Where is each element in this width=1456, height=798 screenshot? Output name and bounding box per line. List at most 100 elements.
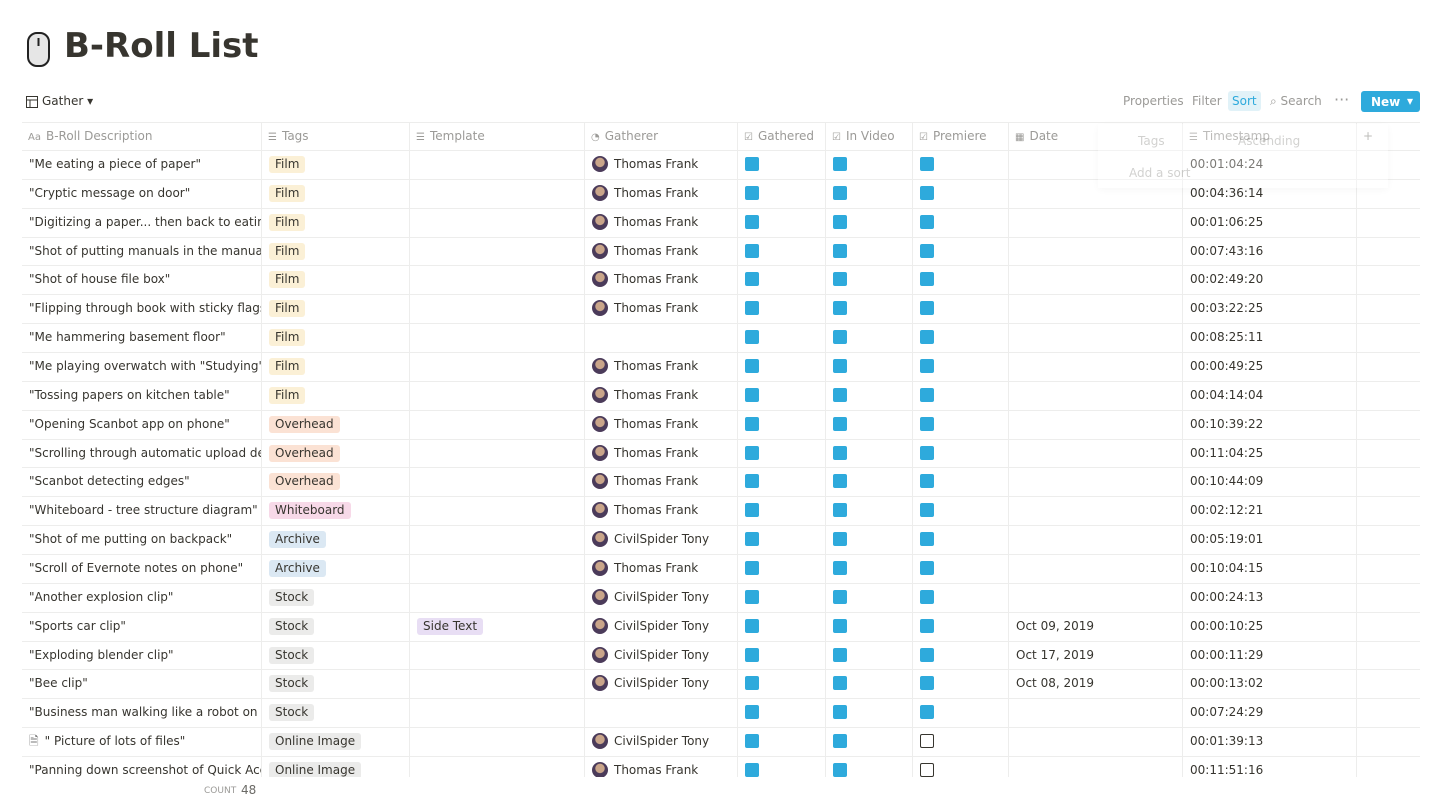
tags-cell: Stock <box>262 669 410 699</box>
row-line <box>22 323 1420 325</box>
timestamp: 00:11:04:25 <box>1190 445 1264 460</box>
checkbox <box>745 647 759 662</box>
template-cell <box>410 669 585 699</box>
tags-cell: Archive <box>262 525 410 555</box>
checkbox-cell <box>913 380 1009 410</box>
description: "Panning down screenshot of Quick Acces <box>29 763 262 777</box>
checkbox-cell <box>826 236 913 266</box>
sort-property[interactable]: Tags <box>1138 134 1165 148</box>
tags-cell: Overhead <box>262 467 410 497</box>
tags-cell: Film <box>262 265 410 295</box>
description-cell: "Exploding blender clip" <box>22 640 262 670</box>
page-title: B-Roll List <box>64 26 259 66</box>
checkbox-cell <box>738 150 826 179</box>
checkbox <box>920 387 934 402</box>
template-cell <box>410 150 585 179</box>
template-tag: Side Text <box>417 617 484 635</box>
checkbox-cell <box>826 496 913 526</box>
timestamp: 00:02:49:20 <box>1190 272 1264 287</box>
description: "Flipping through book with sticky flags… <box>29 301 262 316</box>
tag: Online Image <box>269 733 362 751</box>
timestamp-cell: 00:01:39:13 <box>1183 727 1357 757</box>
date-cell <box>1009 438 1183 468</box>
checkbox-cell <box>738 554 826 584</box>
checkbox-cell <box>826 178 913 208</box>
new-dropdown[interactable]: ▾ <box>1407 94 1414 108</box>
tag: Archive <box>269 531 326 549</box>
checkbox <box>745 301 759 316</box>
description-cell: 🗎 " Picture of lots of files" <box>22 727 262 757</box>
checkbox <box>745 763 759 777</box>
checkbox <box>833 734 847 749</box>
description-cell: "Opening Scanbot app on phone" <box>22 409 262 439</box>
date-cell <box>1009 380 1183 410</box>
tags-cell: Film <box>262 207 410 237</box>
checkbox <box>745 618 759 633</box>
date-cell <box>1009 265 1183 295</box>
description: "Opening Scanbot app on phone" <box>29 416 230 431</box>
checkbox <box>920 474 934 489</box>
gatherer-cell: Thomas Frank <box>585 467 738 497</box>
gatherer: Thomas Frank <box>614 359 699 374</box>
checkbox <box>745 185 759 200</box>
sort-button[interactable]: Sort <box>1228 91 1261 111</box>
row-line <box>22 611 1420 613</box>
description-cell: "Flipping through book with sticky flags… <box>22 294 262 324</box>
timestamp-cell: 00:00:11:29 <box>1183 640 1357 670</box>
checkbox <box>833 243 847 258</box>
tags-cell: Film <box>262 294 410 324</box>
gatherer-cell: Thomas Frank <box>585 207 738 237</box>
checkbox-cell <box>913 236 1009 266</box>
template-cell <box>410 727 585 757</box>
description: "Scroll of Evernote notes on phone" <box>29 561 244 576</box>
timestamp: 00:07:24:29 <box>1190 705 1264 720</box>
tags-cell: Film <box>262 380 410 410</box>
checkbox-cell <box>826 380 913 410</box>
count-label: COUNT <box>204 786 237 796</box>
gatherer: Thomas Frank <box>614 416 699 431</box>
template-cell <box>410 352 585 382</box>
tag: Film <box>269 386 306 404</box>
template-cell <box>410 265 585 295</box>
checkbox <box>833 214 847 229</box>
checkbox-cell <box>738 352 826 382</box>
gatherer: CivilSpider Tony <box>614 647 710 662</box>
column-name: Date <box>1029 129 1059 143</box>
properties-button[interactable]: Properties <box>1123 94 1184 108</box>
template-cell <box>410 496 585 526</box>
gatherer-cell: Thomas Frank <box>585 409 738 439</box>
column-name: In Video <box>845 129 895 143</box>
add-sort[interactable]: Add a sort <box>1129 166 1191 180</box>
avatar <box>592 213 608 230</box>
sort-direction[interactable]: Ascending <box>1238 134 1301 148</box>
gatherer-cell: Thomas Frank <box>585 150 738 179</box>
checkbox <box>920 561 934 576</box>
checkbox-cell <box>738 727 826 757</box>
checkbox-cell <box>826 438 913 468</box>
search-button[interactable]: ⌕ Search <box>1270 94 1322 108</box>
checkbox-cell <box>913 554 1009 584</box>
description: "Whiteboard - tree structure diagram" <box>29 503 258 518</box>
date-cell <box>1009 467 1183 497</box>
row-line <box>22 352 1420 354</box>
date-cell <box>1009 352 1183 382</box>
new-button[interactable]: New ▾ <box>1361 91 1420 112</box>
tag: Whiteboard <box>269 502 351 520</box>
more-button[interactable]: ··· <box>1334 90 1350 109</box>
timestamp-cell: 00:07:43:16 <box>1183 236 1357 266</box>
gatherer-cell: Thomas Frank <box>585 352 738 382</box>
timestamp-cell: 00:00:10:25 <box>1183 611 1357 641</box>
date: Oct 08, 2019 <box>1016 676 1094 691</box>
filter-button[interactable]: Filter <box>1192 94 1222 108</box>
tags-cell: Stock <box>262 698 410 728</box>
timestamp: 00:04:36:14 <box>1190 185 1264 200</box>
checkbox-cell <box>826 554 913 584</box>
checkbox-cell <box>913 409 1009 439</box>
view-switcher[interactable]: Gather ▾ <box>42 94 94 108</box>
checkbox <box>920 618 934 633</box>
checkbox-cell <box>738 669 826 699</box>
date: Oct 17, 2019 <box>1016 647 1094 662</box>
timestamp: 00:00:11:29 <box>1190 647 1264 662</box>
tag: Stock <box>269 588 315 606</box>
avatar <box>592 646 608 663</box>
